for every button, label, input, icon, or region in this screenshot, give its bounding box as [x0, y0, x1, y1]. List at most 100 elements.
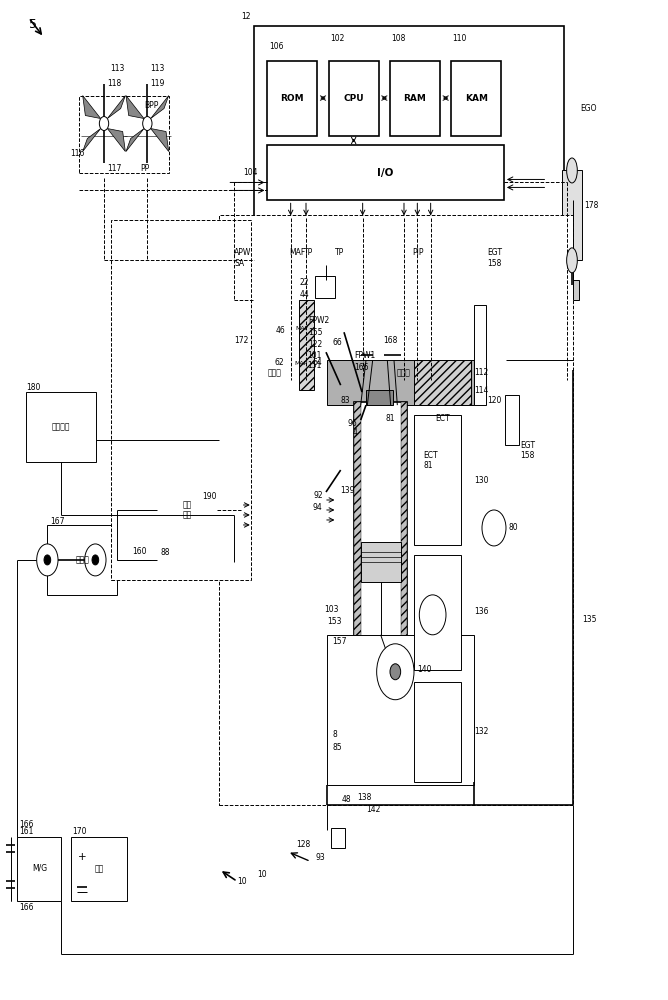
Text: 190: 190 [202, 492, 216, 501]
Text: MAF: MAF [295, 326, 309, 331]
Text: CPU: CPU [343, 94, 364, 103]
Text: 167: 167 [50, 517, 65, 526]
Text: MAP: MAP [295, 361, 308, 366]
Text: 118: 118 [108, 79, 122, 88]
Text: 138: 138 [357, 793, 371, 802]
Text: MAF: MAF [289, 248, 305, 257]
Text: 114: 114 [474, 386, 488, 395]
Bar [414, 682, 461, 782]
Text: 5: 5 [29, 18, 37, 31]
Text: 168: 168 [383, 336, 397, 345]
Bar [17, 837, 61, 901]
Text: M/G: M/G [32, 864, 47, 873]
Bar [414, 415, 461, 545]
Circle shape [377, 644, 414, 700]
Text: 66: 66 [332, 338, 342, 347]
Text: 46: 46 [276, 326, 285, 335]
Text: 22: 22 [299, 278, 309, 287]
Circle shape [143, 117, 152, 131]
Text: KAM: KAM [465, 94, 488, 103]
Text: 130: 130 [474, 476, 488, 485]
Text: 136: 136 [474, 607, 488, 616]
Ellipse shape [566, 158, 577, 183]
Text: 96: 96 [347, 419, 357, 428]
Circle shape [482, 510, 506, 546]
Text: 燃料系统: 燃料系统 [52, 423, 71, 432]
Text: 110: 110 [453, 34, 467, 43]
Text: 157: 157 [332, 637, 347, 646]
Text: 128: 128 [297, 840, 311, 849]
Text: 10: 10 [237, 877, 247, 886]
Circle shape [92, 555, 99, 565]
Polygon shape [108, 96, 126, 119]
Text: 44: 44 [299, 290, 309, 299]
Bar [47, 525, 118, 595]
Bar [327, 360, 474, 405]
Text: 12: 12 [241, 12, 250, 21]
Text: EGO: EGO [580, 104, 597, 113]
Text: 180: 180 [26, 383, 40, 392]
Text: TP: TP [335, 248, 345, 257]
Text: 80: 80 [508, 523, 518, 532]
Text: 驱动器: 驱动器 [267, 368, 281, 377]
Text: 113: 113 [151, 64, 165, 73]
Text: 122: 122 [309, 340, 323, 349]
Bar [79, 96, 170, 173]
Text: 变速器: 变速器 [75, 555, 90, 564]
Text: PIP: PIP [413, 248, 424, 257]
Ellipse shape [566, 248, 577, 273]
Text: 113: 113 [111, 64, 125, 73]
Circle shape [37, 544, 58, 576]
Text: 158: 158 [520, 451, 535, 460]
Text: 48: 48 [342, 795, 351, 804]
Bar [71, 837, 128, 901]
Text: 140: 140 [418, 665, 432, 674]
Text: 158: 158 [488, 259, 502, 268]
Bar [329, 61, 379, 136]
Text: 81: 81 [424, 461, 433, 470]
Bar [254, 26, 564, 225]
Bar [354, 402, 361, 780]
Text: ECT: ECT [424, 451, 438, 460]
Text: ROM: ROM [281, 94, 304, 103]
Text: 64: 64 [313, 358, 323, 367]
Text: 92: 92 [313, 491, 323, 500]
Bar [327, 635, 474, 785]
Text: 120: 120 [488, 396, 502, 405]
Text: BPP: BPP [144, 101, 158, 110]
Bar [299, 300, 314, 390]
Bar [111, 220, 250, 580]
Text: 135: 135 [582, 615, 597, 624]
Circle shape [44, 555, 51, 565]
Text: 119: 119 [151, 79, 165, 88]
Bar [26, 392, 96, 462]
Bar [382, 345, 426, 400]
Bar [253, 345, 296, 400]
Bar [401, 402, 407, 780]
Text: SA: SA [234, 259, 244, 268]
Text: 112: 112 [474, 368, 488, 377]
Bar [158, 475, 217, 545]
Polygon shape [83, 129, 101, 151]
Text: 103: 103 [324, 605, 339, 614]
Text: 132: 132 [474, 727, 488, 736]
Text: 139: 139 [341, 486, 355, 495]
Text: 4: 4 [353, 428, 357, 437]
Text: 106: 106 [269, 42, 284, 51]
Text: 178: 178 [584, 201, 599, 210]
Bar [421, 390, 464, 445]
Text: APW: APW [234, 248, 251, 257]
Bar [292, 314, 312, 342]
Text: 108: 108 [391, 34, 405, 43]
Text: EGT: EGT [520, 441, 536, 450]
Polygon shape [151, 129, 169, 151]
Bar [219, 215, 572, 805]
Text: 88: 88 [161, 548, 170, 557]
Bar [267, 145, 504, 200]
Bar [505, 395, 518, 445]
Text: 94: 94 [313, 503, 323, 512]
Bar [199, 425, 249, 490]
Text: 166: 166 [19, 820, 34, 829]
Text: 117: 117 [108, 164, 122, 173]
Polygon shape [108, 129, 126, 151]
